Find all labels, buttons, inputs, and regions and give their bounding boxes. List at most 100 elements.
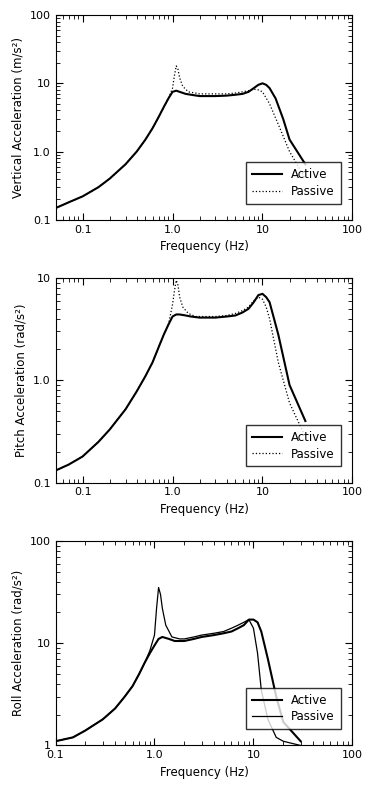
Passive <box>163 620 168 630</box>
Passive <box>177 73 182 83</box>
Passive <box>172 71 177 81</box>
Active <box>224 91 229 100</box>
Passive <box>80 192 85 201</box>
Passive <box>154 604 159 613</box>
Passive <box>251 623 256 633</box>
Active <box>287 380 292 389</box>
Passive <box>156 343 161 352</box>
Active <box>251 298 256 307</box>
Active <box>259 626 264 636</box>
Passive <box>170 632 174 641</box>
Passive <box>303 432 307 442</box>
Passive <box>71 732 75 742</box>
Passive <box>191 632 196 641</box>
Active <box>148 649 152 658</box>
Active <box>273 94 278 103</box>
Active <box>264 80 269 89</box>
Passive <box>162 329 166 339</box>
Active <box>213 92 218 101</box>
Active <box>123 160 128 169</box>
Passive <box>213 312 218 322</box>
Active <box>221 629 226 638</box>
Active <box>107 174 112 183</box>
Passive <box>266 715 270 724</box>
Passive <box>193 88 198 98</box>
Active <box>255 618 260 627</box>
Passive <box>96 182 101 192</box>
Passive <box>152 630 157 640</box>
Active <box>123 404 128 414</box>
Passive <box>101 715 105 724</box>
Passive <box>298 741 303 750</box>
Passive <box>267 314 272 323</box>
Active <box>188 90 193 100</box>
Passive <box>260 87 265 96</box>
Line: Passive: Passive <box>47 280 305 475</box>
Passive <box>107 425 112 435</box>
Active <box>233 310 237 320</box>
Passive <box>276 358 280 367</box>
Active <box>298 736 303 746</box>
Passive <box>170 84 175 93</box>
Passive <box>143 371 148 381</box>
X-axis label: Frequency (Hz): Frequency (Hz) <box>160 503 248 516</box>
Active <box>281 115 285 124</box>
Passive <box>83 726 88 735</box>
Passive <box>267 99 272 108</box>
Passive <box>181 303 185 312</box>
Active <box>256 80 261 89</box>
Line: Active: Active <box>55 619 301 741</box>
Passive <box>158 589 163 599</box>
Passive <box>182 634 187 644</box>
Passive <box>113 704 117 713</box>
Active <box>122 692 127 702</box>
Passive <box>281 736 285 746</box>
Passive <box>199 630 204 640</box>
Passive <box>287 398 292 408</box>
Active <box>174 86 178 96</box>
Y-axis label: Roll Acceleration (rad/s²): Roll Acceleration (rad/s²) <box>11 570 24 717</box>
Active <box>160 632 165 641</box>
Active <box>251 615 256 624</box>
Passive <box>142 657 147 667</box>
Active <box>197 313 202 322</box>
Active <box>177 310 182 319</box>
Passive <box>177 292 182 302</box>
Passive <box>143 135 148 145</box>
Passive <box>122 692 127 702</box>
Line: Active: Active <box>47 83 305 212</box>
Active <box>80 452 85 461</box>
Active <box>174 310 178 319</box>
Passive <box>135 386 139 396</box>
Passive <box>150 123 155 133</box>
Active <box>172 636 177 645</box>
Active <box>183 89 188 99</box>
Active <box>67 460 71 469</box>
Active <box>137 669 141 679</box>
Passive <box>303 174 307 183</box>
Active <box>167 634 171 644</box>
Active <box>150 123 155 133</box>
Active <box>281 717 285 727</box>
Passive <box>45 470 49 480</box>
Active <box>240 308 245 318</box>
Passive <box>170 300 175 310</box>
Active <box>229 626 234 636</box>
Active <box>170 312 175 322</box>
Active <box>266 654 270 664</box>
Passive <box>274 732 279 742</box>
Passive <box>221 626 226 636</box>
Passive <box>259 685 264 694</box>
Active <box>150 358 155 367</box>
Passive <box>135 147 139 156</box>
Passive <box>206 312 211 322</box>
Passive <box>107 174 112 183</box>
Active <box>247 615 251 624</box>
Active <box>303 160 307 169</box>
Active <box>113 704 117 713</box>
Active <box>67 198 71 207</box>
Passive <box>166 320 171 329</box>
Passive <box>276 119 280 129</box>
Active <box>80 192 85 201</box>
Passive <box>197 89 202 99</box>
